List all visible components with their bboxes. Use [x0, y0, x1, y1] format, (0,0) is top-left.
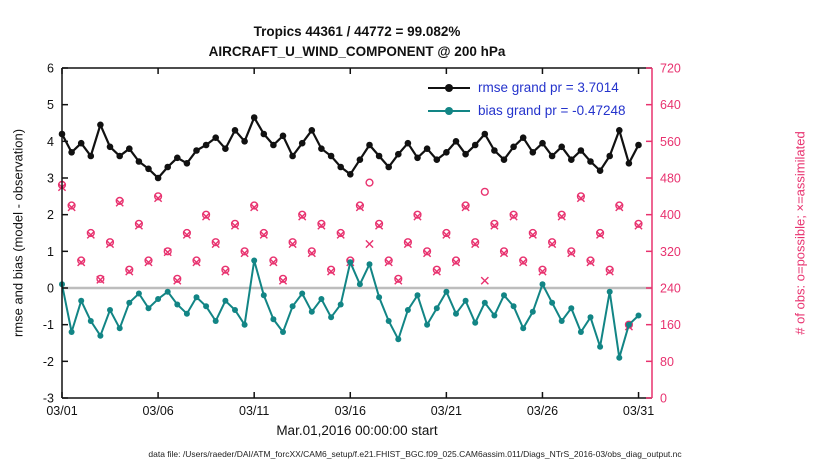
assimilated-obs-series: [57, 183, 643, 331]
legend-item-rmse: rmse grand pr = 3.7014: [428, 76, 625, 99]
svg-text:03/06: 03/06: [142, 404, 173, 418]
legend: rmse grand pr = 3.7014 bias grand pr = -…: [428, 76, 625, 122]
svg-text:320: 320: [660, 245, 681, 259]
y-axis-right-ticks: 0 80 160 240 320 400 480 560 640 720: [646, 62, 681, 406]
svg-text:3: 3: [47, 172, 54, 186]
svg-text:240: 240: [660, 282, 681, 296]
svg-text:2: 2: [47, 208, 54, 222]
svg-text:03/26: 03/26: [527, 404, 558, 418]
svg-text:-1: -1: [43, 318, 54, 332]
y-axis-label-right: # of obs: o=possible; ×=assimilated: [792, 131, 808, 335]
svg-text:560: 560: [660, 135, 681, 149]
svg-text:640: 640: [660, 98, 681, 112]
y-axis-label-left: rmse and bias (model - observation): [10, 128, 26, 338]
svg-text:0: 0: [660, 392, 667, 406]
axes-box: [61, 67, 653, 399]
x-axis-ticks: 03/01 03/06 03/11 03/16 03/21 03/26 03/31: [46, 68, 654, 418]
svg-text:03/16: 03/16: [335, 404, 366, 418]
svg-text:03/21: 03/21: [431, 404, 462, 418]
svg-text:720: 720: [660, 62, 681, 76]
svg-text:400: 400: [660, 208, 681, 222]
y-axis-left-ticks: -3 -2 -1 0 1 2 3 4 5 6: [43, 62, 68, 406]
bias-series: [59, 257, 642, 361]
title-line2: AIRCRAFT_U_WIND_COMPONENT @ 200 hPa: [208, 44, 506, 59]
rmse-line-swatch: [428, 83, 470, 93]
svg-text:6: 6: [47, 62, 54, 76]
legend-label-rmse: rmse grand pr = 3.7014: [478, 80, 619, 95]
legend-item-bias: bias grand pr = -0.47248: [428, 99, 625, 122]
bias-line-swatch: [428, 106, 470, 116]
svg-text:0: 0: [47, 282, 54, 296]
x-axis-label: Mar.01,2016 00:00:00 start: [276, 423, 438, 438]
svg-text:480: 480: [660, 172, 681, 186]
rmse-series: [58, 114, 642, 182]
svg-text:1: 1: [47, 245, 54, 259]
chart-title: Tropics 44361 / 44772 = 99.082% AIRCRAFT…: [62, 22, 652, 62]
bias-marker-icon: [445, 106, 453, 115]
svg-text:-2: -2: [43, 355, 54, 369]
svg-text:5: 5: [47, 98, 54, 112]
data-file-footnote: data file: /Users/raeder/DAI/ATM_forcXX/…: [148, 449, 682, 459]
title-line1: Tropics 44361 / 44772 = 99.082%: [253, 24, 461, 39]
legend-label-bias: bias grand pr = -0.47248: [478, 103, 626, 118]
svg-text:80: 80: [660, 355, 674, 369]
svg-text:03/11: 03/11: [239, 404, 269, 418]
possible-obs-series: [57, 178, 643, 329]
svg-text:-3: -3: [43, 392, 54, 406]
svg-text:160: 160: [660, 318, 681, 332]
svg-text:4: 4: [47, 135, 54, 149]
svg-text:03/01: 03/01: [46, 404, 77, 418]
rmse-marker-icon: [445, 83, 453, 92]
svg-text:03/31: 03/31: [623, 404, 654, 418]
